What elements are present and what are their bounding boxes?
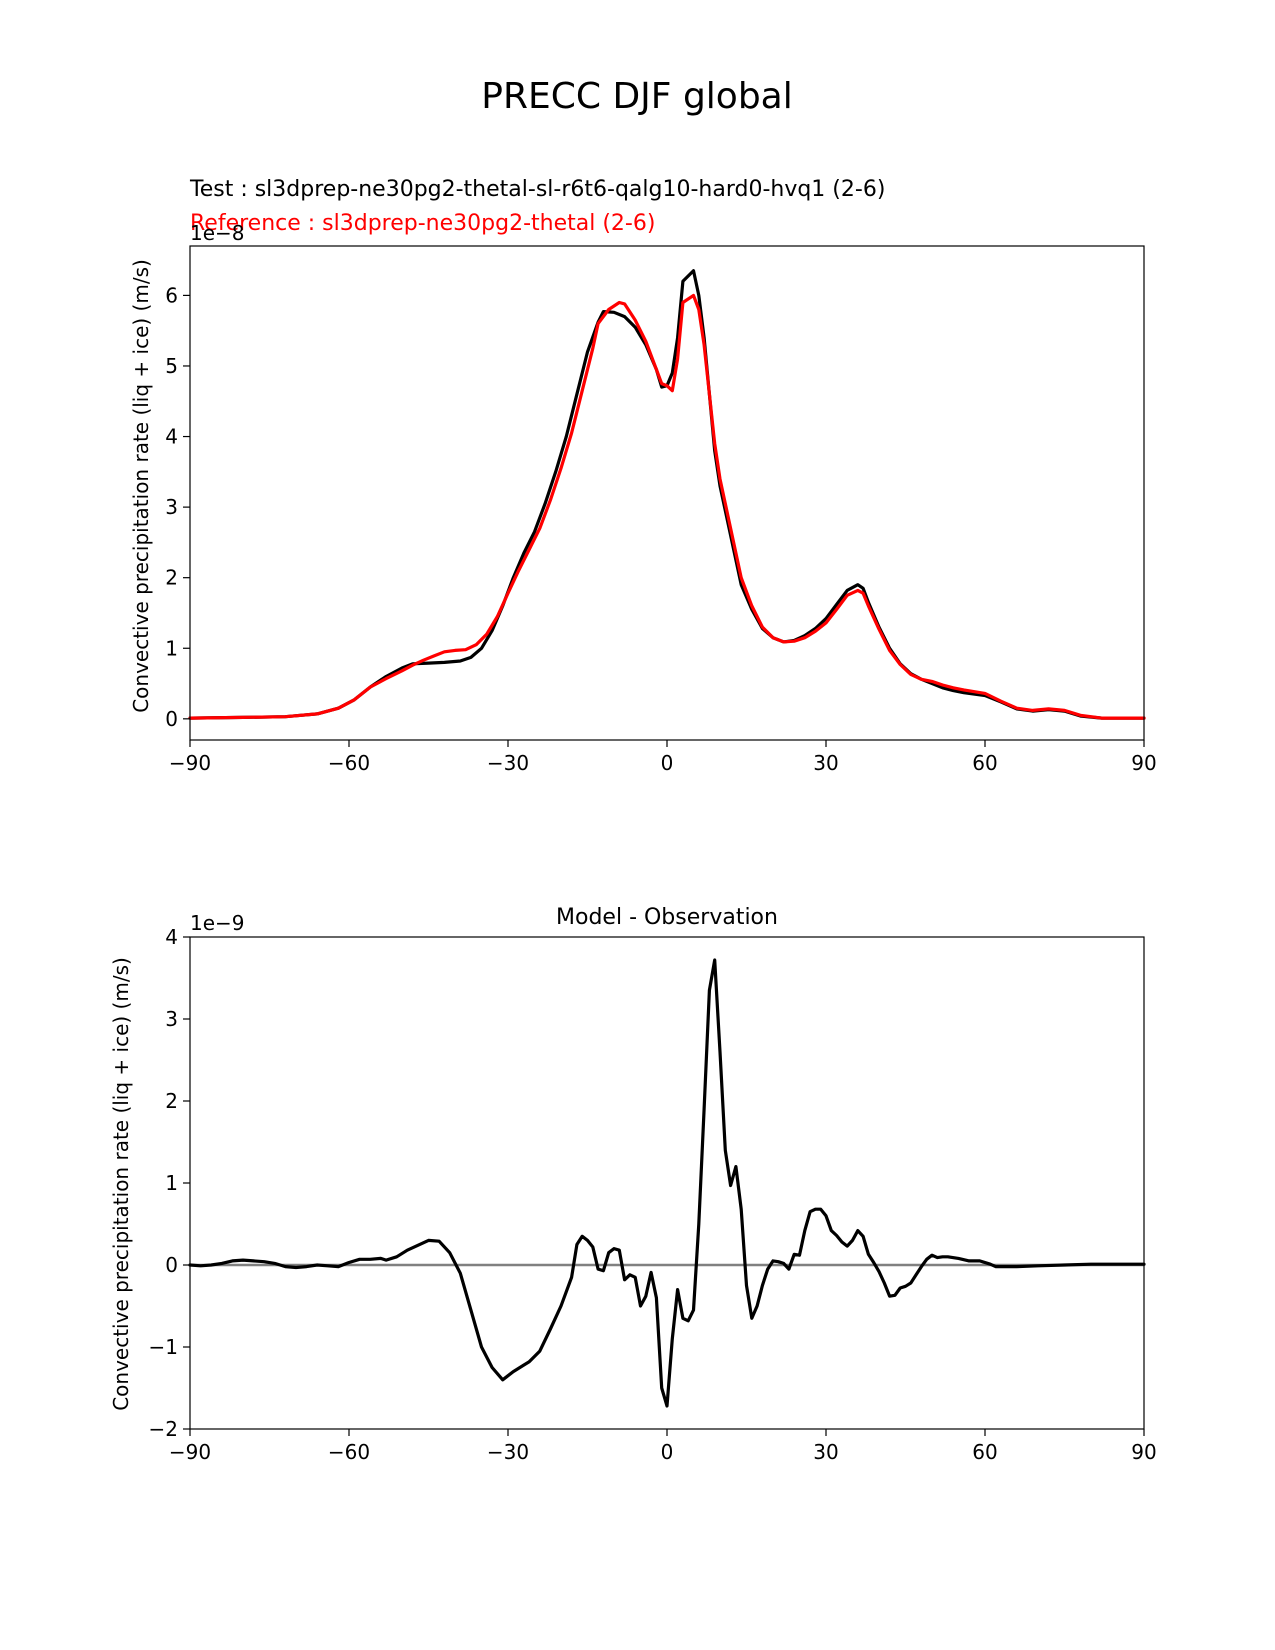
bottom-title: Model - Observation [556, 905, 778, 930]
bottom-offset-label: 1e−9 [190, 911, 245, 935]
bottom-ytick-label: 3 [165, 1007, 178, 1031]
bottom-xtick-label: −30 [487, 1440, 529, 1464]
top-ytick-label: 5 [165, 354, 178, 378]
bottom-xtick-label: 30 [813, 1440, 838, 1464]
bottom-ytick-label: 1 [165, 1171, 178, 1195]
top-series-line-0 [188, 269, 1146, 720]
panel-top-chart: Test : sl3dprep-ne30pg2-thetal-sl-r6t6-q… [129, 177, 1157, 775]
top-xtick-label: −90 [169, 751, 211, 775]
bottom-ytick-label: 4 [165, 925, 178, 949]
top-ytick-label: 1 [165, 636, 178, 660]
bottom-ytick-label: −1 [149, 1335, 178, 1359]
bottom-xtick-label: −90 [169, 1440, 211, 1464]
top-xtick-label: 60 [972, 751, 997, 775]
bottom-ytick-label: −2 [149, 1417, 178, 1441]
bottom-ylabel: Convective precipitation rate (liq + ice… [109, 957, 133, 1411]
bottom-ytick-label: 0 [165, 1253, 178, 1277]
top-xtick-label: −60 [328, 751, 370, 775]
top-ylabel: Convective precipitation rate (liq + ice… [129, 259, 153, 713]
top-xtick-label: −30 [487, 751, 529, 775]
top-ytick-label: 3 [165, 495, 178, 519]
top-xtick-label: 0 [661, 751, 674, 775]
bottom-xtick-label: −60 [328, 1440, 370, 1464]
top-ytick-label: 0 [165, 707, 178, 731]
reference-title: Reference : sl3dprep-ne30pg2-thetal (2-6… [190, 211, 655, 236]
bottom-ytick-label: 2 [165, 1089, 178, 1113]
top-axes-frame [189, 245, 1145, 741]
top-ytick-label: 2 [165, 566, 178, 590]
bottom-series-line-0 [188, 958, 1146, 1408]
bottom-xtick-label: 0 [661, 1440, 674, 1464]
bottom-xtick-label: 60 [972, 1440, 997, 1464]
bottom-xtick-label: 90 [1131, 1440, 1156, 1464]
top-xtick-label: 30 [813, 751, 838, 775]
figure-suptitle: PRECC DJF global [481, 76, 792, 117]
top-ytick-label: 4 [165, 425, 178, 449]
panel-bottom-chart: Model - Observation 1e−9 Convective prec… [109, 905, 1157, 1464]
top-ytick-label: 6 [165, 283, 178, 307]
top-xtick-label: 90 [1131, 751, 1156, 775]
test-title: Test : sl3dprep-ne30pg2-thetal-sl-r6t6-q… [189, 177, 885, 202]
top-series-line-1 [188, 293, 1146, 720]
bottom-axes-frame [189, 936, 1145, 1430]
top-offset-label: 1e−8 [190, 221, 245, 245]
